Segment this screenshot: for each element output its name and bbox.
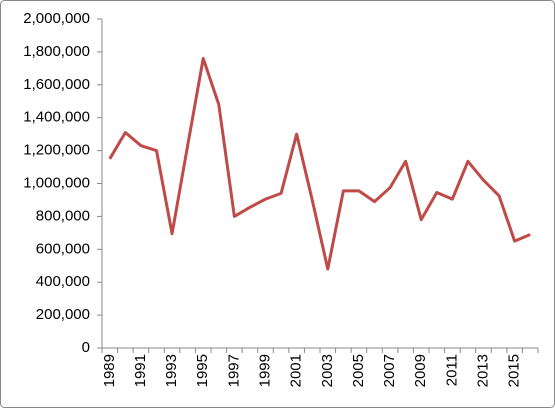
line-series (108, 56, 531, 271)
y-tick-label: 800,000 (36, 207, 90, 224)
x-tick-label: 1995 (194, 354, 211, 387)
x-tick-label: 2003 (319, 354, 336, 387)
y-tick-label: 400,000 (36, 273, 90, 290)
y-tick-label: 2,000,000 (23, 10, 90, 27)
y-tick-label: 600,000 (36, 240, 90, 257)
x-tick-label: 1999 (256, 354, 273, 387)
x-tick-label: 1991 (132, 354, 149, 387)
x-tick-label: 1989 (101, 354, 118, 387)
x-tick-label: 2013 (474, 354, 491, 387)
y-tick-label: 1,200,000 (23, 142, 90, 159)
y-tick-label: 1,800,000 (23, 43, 90, 60)
y-tick-label: 1,400,000 (23, 109, 90, 126)
x-tick-label: 2007 (381, 354, 398, 387)
x-tick-label: 2011 (443, 354, 460, 386)
x-tick-label: 1997 (225, 354, 242, 387)
y-tick-label: 200,000 (36, 306, 90, 323)
y-tick-label: 1,600,000 (23, 76, 90, 93)
y-tick-label: 0 (82, 339, 90, 356)
x-tick-label: 1993 (163, 354, 180, 387)
y-tick-label: 1,000,000 (23, 174, 90, 191)
x-tick-label: 2009 (412, 354, 429, 387)
x-tick-label: 2015 (506, 354, 523, 387)
x-tick-label: 2005 (350, 354, 367, 387)
x-tick-label: 2001 (288, 354, 305, 387)
